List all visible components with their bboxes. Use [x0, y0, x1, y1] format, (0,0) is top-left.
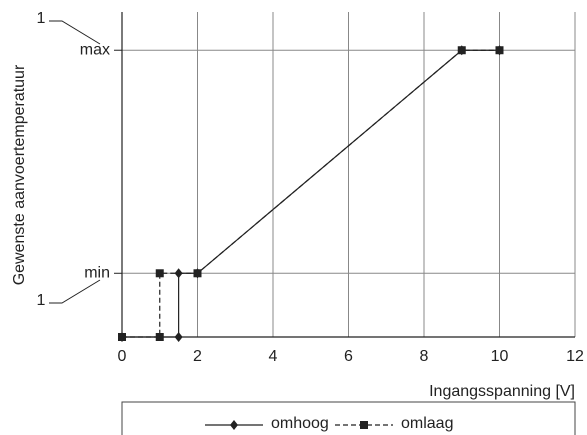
line: [122, 49, 500, 338]
marker: [174, 332, 183, 342]
x-tick-label: 12: [566, 348, 584, 365]
x-tick-label: 8: [420, 348, 429, 365]
y-tick-label: min: [84, 264, 110, 281]
annotation: 1: [37, 10, 46, 27]
marker: [230, 420, 238, 430]
legend-label: omlaag: [401, 415, 453, 432]
marker: [155, 269, 164, 278]
line: [122, 49, 500, 338]
callout-line: [49, 279, 101, 304]
x-axis-label: Ingangsspanning [V]: [429, 383, 575, 400]
y-axis-label: Gewenste aanvoertemperatuur: [11, 64, 28, 285]
legend-label: omhoog: [271, 415, 329, 432]
marker: [495, 46, 504, 55]
marker: [155, 333, 164, 341]
marker: [118, 333, 126, 341]
marker: [457, 46, 466, 55]
y-tick-label: max: [80, 41, 110, 58]
x-tick-label: 10: [491, 348, 509, 365]
x-tick-label: 6: [344, 348, 353, 365]
annotation: 1: [37, 292, 46, 309]
x-tick-label: 0: [118, 348, 127, 365]
x-tick-label: 2: [193, 348, 202, 365]
callout-line: [49, 20, 101, 45]
legend-box: [121, 401, 576, 435]
marker: [360, 421, 368, 429]
marker: [193, 269, 202, 278]
x-tick-label: 4: [269, 348, 278, 365]
